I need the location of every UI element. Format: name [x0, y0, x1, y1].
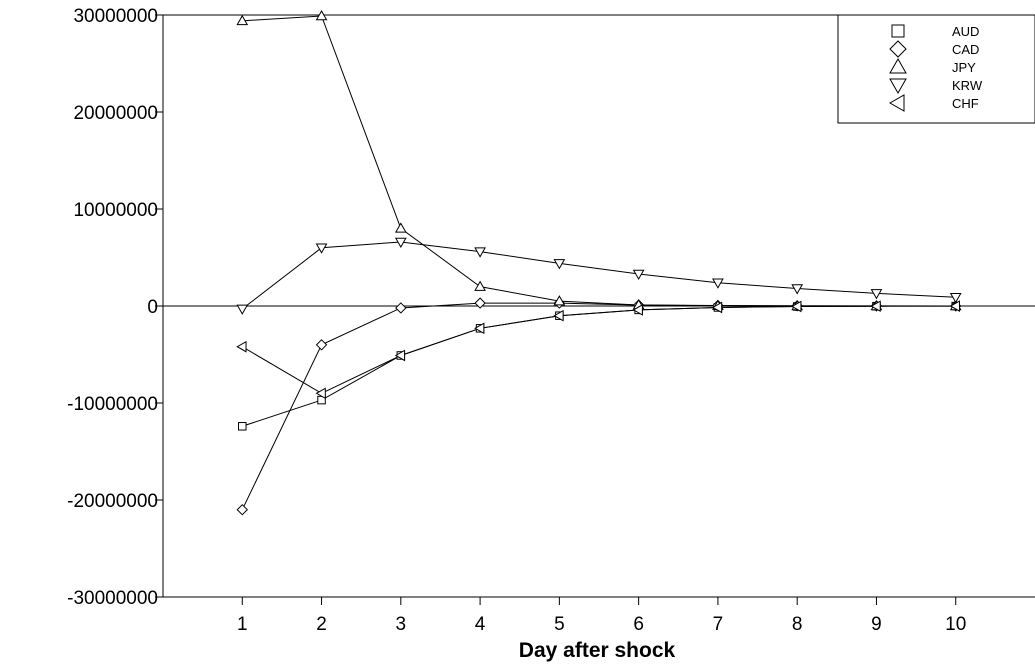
data-point-chf — [632, 304, 643, 316]
x-tick-label: 8 — [792, 614, 803, 635]
data-point-krw — [791, 284, 804, 295]
data-point-jpy — [236, 14, 249, 26]
y-tick-label: 10000000 — [73, 200, 158, 221]
data-point-cad — [474, 297, 486, 309]
legend-marker-chf — [888, 94, 905, 112]
legend-label-krw: KRW — [952, 78, 983, 93]
data-point-jpy — [315, 9, 328, 21]
data-point-krw — [870, 289, 883, 300]
legend-marker-krw — [889, 78, 907, 95]
data-point-cad — [315, 339, 328, 351]
legend-label-aud: AUD — [952, 24, 979, 39]
data-point-jpy — [553, 295, 566, 306]
data-point-jpy — [474, 280, 486, 291]
y-tick-labels: 30000000 20000000 10000000 0 -10000000 -20000… — [67, 6, 158, 609]
x-tick-label: 3 — [396, 614, 407, 635]
legend-marker-aud — [891, 24, 905, 38]
data-point-aud — [238, 422, 247, 431]
y-tick-label: -20000000 — [67, 491, 158, 512]
y-tick-label: 20000000 — [73, 103, 158, 124]
y-tick-label: 0 — [147, 297, 158, 318]
data-point-chf — [394, 349, 406, 362]
data-point-krw — [949, 293, 962, 304]
x-tick-label: 1 — [237, 614, 248, 635]
y-tick-label: 30000000 — [73, 6, 158, 27]
data-point-krw — [394, 237, 407, 248]
data-point-krw — [474, 247, 486, 258]
data-point-cad — [395, 302, 407, 314]
series-line-krw — [241, 241, 956, 310]
data-point-chf — [711, 301, 723, 314]
series-line-chf — [242, 305, 956, 394]
data-point-chf — [791, 300, 802, 313]
x-tick-label: 7 — [713, 614, 724, 635]
data-point-krw — [553, 259, 566, 270]
x-tick-label: 4 — [475, 614, 486, 635]
legend-box — [837, 14, 1035, 124]
x-tick-labels: 1 2 3 4 5 6 7 8 9 10 — [237, 614, 966, 635]
data-point-krw — [315, 243, 328, 254]
data-point-chf — [236, 340, 247, 353]
series-line-aud — [242, 305, 956, 427]
legend-marker-cad — [889, 40, 907, 58]
data-point-jpy — [394, 222, 407, 233]
legend-label-cad: CAD — [952, 42, 979, 57]
x-tick-label: 5 — [554, 614, 565, 635]
legend-label-chf: CHF — [952, 96, 979, 111]
data-point-chf — [553, 309, 564, 322]
data-point-chf — [474, 322, 485, 335]
data-point-krw — [712, 278, 724, 289]
legend: AUD CAD JPY KRW CHF — [837, 14, 1035, 124]
data-point-chf — [949, 300, 960, 312]
legend-label-jpy: JPY — [952, 60, 976, 75]
y-tick-label: -30000000 — [67, 588, 158, 609]
data-point-chf — [315, 387, 326, 400]
x-tick-label: 2 — [316, 614, 327, 635]
series-line-cad — [241, 302, 956, 510]
series-markers — [236, 9, 962, 516]
x-tick-label: 9 — [871, 614, 882, 635]
data-point-krw — [236, 304, 249, 315]
legend-marker-jpy — [889, 57, 907, 74]
x-tick-label: 6 — [633, 614, 644, 635]
x-axis-title: Day after shock — [519, 639, 676, 662]
x-tick-label: 10 — [945, 614, 966, 635]
data-point-chf — [870, 300, 881, 313]
series-lines — [241, 15, 956, 510]
y-tick-label: -10000000 — [67, 394, 158, 415]
data-point-cad — [236, 503, 248, 516]
data-point-krw — [632, 269, 645, 280]
